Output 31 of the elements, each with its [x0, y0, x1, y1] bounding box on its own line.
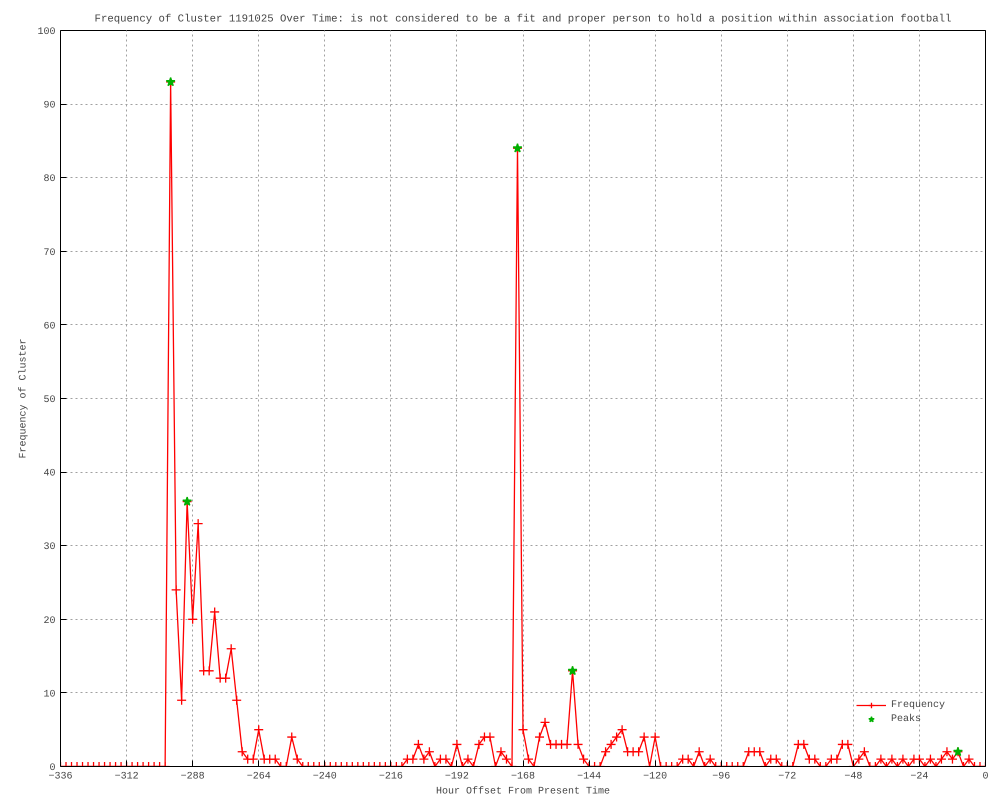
y-tick-label: 60: [44, 321, 56, 332]
y-tick-label: 10: [44, 689, 56, 700]
x-tick-label: −240: [312, 772, 337, 782]
x-tick-label: −48: [844, 772, 862, 782]
y-tick-label: 70: [44, 248, 56, 259]
x-tick-label: −120: [643, 772, 668, 782]
x-tick-label: −216: [378, 772, 403, 782]
x-tick-label: −312: [114, 772, 139, 782]
legend-label: Frequency: [890, 700, 945, 710]
x-tick-label: −168: [511, 772, 536, 782]
y-tick-label: 50: [44, 395, 56, 406]
x-tick-label: 0: [982, 772, 989, 782]
y-tick-label: 100: [37, 27, 56, 38]
chart-title: Frequency of Cluster 1191025 Over Time: is not considered to be a fit and proper person to hold a position within association football: [94, 14, 952, 26]
x-tick-label: −288: [180, 772, 205, 782]
y-axis-title: Frequency of Cluster: [17, 338, 30, 459]
x-tick-label: −144: [577, 772, 602, 782]
legend-label: Peaks: [890, 714, 921, 724]
x-tick-label: −336: [48, 772, 73, 782]
x-tick-label: −264: [246, 772, 271, 782]
y-tick-label: 90: [44, 100, 56, 112]
x-tick-label: −72: [778, 772, 796, 782]
x-tick-label: −96: [712, 772, 730, 782]
y-tick-label: 20: [44, 616, 56, 627]
x-tick-label: −192: [444, 772, 469, 782]
y-tick-label: 40: [44, 468, 56, 480]
y-tick-label: 80: [44, 174, 56, 186]
x-axis-title: Hour Offset From Present Time: [436, 786, 610, 798]
y-tick-label: 0: [50, 763, 56, 774]
y-tick-label: 30: [44, 542, 56, 554]
x-tick-label: −24: [910, 772, 928, 782]
